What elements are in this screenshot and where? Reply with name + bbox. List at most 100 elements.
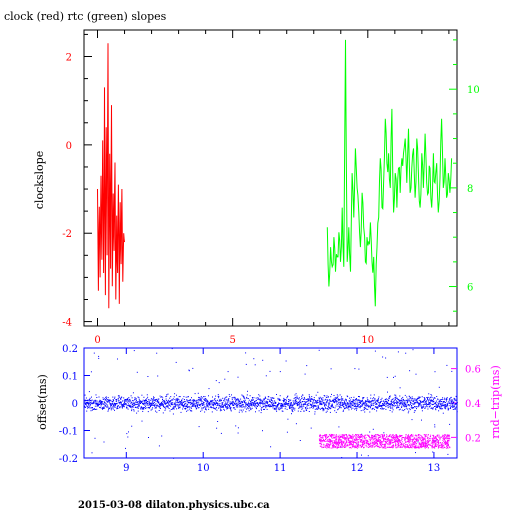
offset-point xyxy=(356,406,358,408)
offset-point xyxy=(382,408,384,410)
offset-point xyxy=(412,404,414,406)
offset-point xyxy=(266,405,268,407)
rnd-trip-point xyxy=(434,446,436,448)
rnd-trip-point xyxy=(339,438,341,440)
rnd-trip-point xyxy=(348,434,350,436)
offset-point xyxy=(386,398,387,400)
offset-point xyxy=(187,396,189,398)
offset-point xyxy=(215,403,217,404)
offset-point xyxy=(99,399,101,401)
offset-point xyxy=(385,401,387,403)
offset-point xyxy=(370,394,372,396)
offset-point xyxy=(188,400,190,401)
rnd-trip-point xyxy=(370,437,372,439)
offset-point xyxy=(153,396,154,398)
offset-point xyxy=(122,400,123,402)
offset-point xyxy=(261,409,262,411)
offset-point xyxy=(118,397,120,399)
rnd-trip-point xyxy=(419,437,421,439)
offset-point xyxy=(392,401,394,403)
y-tick-label: 2 xyxy=(66,53,72,64)
offset-point xyxy=(254,406,256,408)
offset-point xyxy=(182,405,184,406)
rnd-trip-point xyxy=(424,445,426,447)
rnd-trip-point xyxy=(383,434,385,435)
rnd-trip-point xyxy=(387,438,389,440)
offset-point xyxy=(404,402,406,404)
offset-point xyxy=(104,407,106,409)
rnd-trip-point xyxy=(373,442,375,444)
rnd-trip-point xyxy=(337,445,339,447)
offset-point xyxy=(161,396,163,397)
offset-point xyxy=(315,394,317,396)
rnd-trip-point xyxy=(397,446,399,448)
offset-point xyxy=(404,404,406,406)
offset-point xyxy=(300,405,302,407)
offset-point xyxy=(334,410,336,412)
rnd-trip-point xyxy=(433,436,435,438)
offset-point xyxy=(369,407,371,409)
offset-point xyxy=(314,399,315,401)
offset-point xyxy=(328,405,330,407)
offset-point xyxy=(435,408,437,410)
offset-point xyxy=(187,406,189,408)
rnd-trip-point xyxy=(332,447,334,449)
offset-point xyxy=(108,399,110,401)
offset-point xyxy=(425,402,427,404)
rnd-trip-point xyxy=(394,437,396,439)
offset-point xyxy=(348,409,350,411)
rnd-trip-point xyxy=(395,443,397,445)
offset-point xyxy=(86,404,88,406)
rnd-trip-point xyxy=(414,446,416,448)
rnd-trip-point xyxy=(330,435,332,437)
offset-point xyxy=(364,402,366,404)
offset-point xyxy=(225,399,227,401)
offset-point xyxy=(255,399,257,401)
offset-point xyxy=(360,400,362,402)
offset-point xyxy=(261,401,263,403)
offset-point xyxy=(112,406,114,408)
rnd-trip-point xyxy=(333,444,334,446)
offset-point xyxy=(93,400,95,402)
offset-point xyxy=(178,402,180,404)
offset-point xyxy=(299,440,301,441)
offset-point xyxy=(378,398,379,400)
offset-point xyxy=(174,399,176,400)
offset-point xyxy=(421,407,423,409)
offset-point xyxy=(171,399,173,401)
offset-point xyxy=(417,398,419,399)
rnd-trip-point xyxy=(339,443,341,445)
rnd-trip-point xyxy=(432,439,434,441)
offset-point xyxy=(136,412,138,414)
rnd-trip-point xyxy=(415,441,417,443)
offset-point xyxy=(444,402,446,403)
rnd-trip-point xyxy=(366,441,368,443)
offset-point xyxy=(350,406,352,408)
x-tick-label: 10 xyxy=(361,335,374,346)
rnd-trip-point xyxy=(437,434,439,436)
offset-point xyxy=(88,391,90,393)
offset-point xyxy=(456,398,458,400)
offset-point xyxy=(287,418,289,420)
rnd-trip-point xyxy=(380,442,382,444)
offset-point xyxy=(224,378,226,380)
offset-point xyxy=(419,403,421,405)
offset-point xyxy=(439,400,441,402)
rnd-trip-point xyxy=(411,436,413,438)
rnd-trip-point xyxy=(345,439,347,441)
rnd-trip-point xyxy=(352,437,354,439)
rnd-trip-point xyxy=(344,444,346,446)
offset-point xyxy=(446,397,448,399)
rnd-trip-point xyxy=(380,439,382,441)
offset-point xyxy=(424,397,426,399)
offset-point xyxy=(186,405,188,407)
offset-point xyxy=(140,408,142,410)
offset-point xyxy=(179,396,181,398)
rnd-trip-point xyxy=(350,443,352,444)
offset-point xyxy=(275,401,277,403)
offset-point xyxy=(232,400,234,402)
offset-tick-label: -0.1 xyxy=(59,427,78,438)
offset-point xyxy=(280,405,281,407)
offset-point xyxy=(149,405,151,407)
offset-point xyxy=(127,404,129,406)
